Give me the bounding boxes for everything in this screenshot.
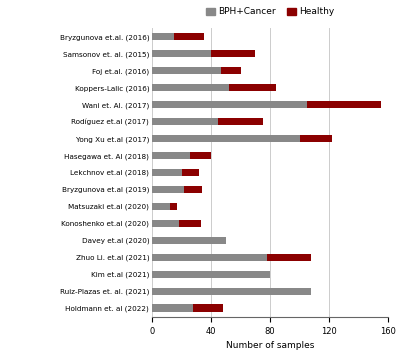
Bar (152, 169, 182, 176)
Bar (152, 152, 190, 159)
Bar (178, 220, 201, 227)
Bar (152, 220, 178, 227)
Bar (152, 186, 184, 193)
Bar (152, 203, 170, 210)
Bar (174, 33, 204, 40)
Bar (152, 101, 307, 108)
Bar (152, 288, 311, 295)
Bar (152, 253, 267, 261)
Bar (152, 33, 174, 40)
Bar (152, 271, 270, 278)
Bar (170, 203, 177, 210)
Bar (267, 253, 311, 261)
Bar (152, 135, 300, 142)
X-axis label: Number of samples: Number of samples (226, 341, 314, 350)
Bar (152, 50, 211, 57)
Bar (221, 67, 240, 74)
Bar (182, 169, 199, 176)
Bar (300, 135, 332, 142)
Bar (152, 237, 226, 244)
Bar (184, 186, 202, 193)
Legend: BPH+Cancer, Healthy: BPH+Cancer, Healthy (202, 4, 338, 20)
Bar (211, 50, 255, 57)
Bar (152, 84, 229, 92)
Bar (307, 101, 381, 108)
Bar (152, 118, 218, 125)
Bar (152, 67, 221, 74)
Bar (190, 152, 211, 159)
Bar (218, 118, 263, 125)
Bar (193, 304, 223, 312)
Bar (152, 304, 193, 312)
Bar (229, 84, 276, 92)
